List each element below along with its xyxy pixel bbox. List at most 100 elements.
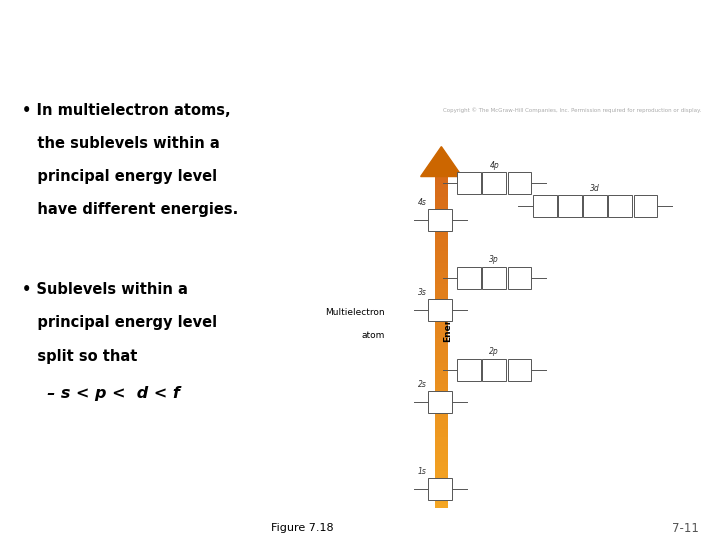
Bar [435,309,448,313]
Text: – s < p <  d < f: – s < p < d < f [36,386,180,401]
Bar [435,330,448,334]
Text: the sublevels within a: the sublevels within a [22,136,220,151]
Bar [428,478,452,501]
Bar [435,231,448,234]
Bar [435,313,448,318]
Bar [435,247,448,251]
Text: Energy: Energy [444,306,452,341]
Bar [435,380,448,383]
Bar [533,195,557,218]
Text: principal energy level: principal energy level [22,169,217,184]
Bar [435,189,448,193]
Text: principal energy level: principal energy level [22,315,217,330]
Text: atom: atom [362,331,385,340]
Bar [435,388,448,392]
Bar [435,495,448,500]
Bar [435,367,448,371]
Bar [435,500,448,504]
Bar [435,326,448,330]
Bar [435,239,448,243]
Bar [435,218,448,222]
Text: 3s: 3s [418,288,427,296]
Text: 1s: 1s [418,467,427,476]
Bar [435,421,448,425]
Bar [558,195,582,218]
Bar [435,276,448,280]
Bar [435,301,448,305]
Text: • Sublevels within a: • Sublevels within a [22,282,187,298]
Bar [457,267,481,289]
Bar [435,259,448,264]
Bar [435,462,448,467]
Text: Copyright © The McGraw-Hill Companies, Inc. Permission required for reproduction: Copyright © The McGraw-Hill Companies, I… [443,107,701,113]
Bar [435,417,448,421]
Bar [428,209,452,231]
Text: • In multielectron atoms,: • In multielectron atoms, [22,103,230,118]
Bar [435,334,448,338]
Bar [435,446,448,450]
Bar [435,450,448,454]
Bar [435,296,448,301]
Bar [482,172,506,194]
Bar [435,346,448,350]
Bar [435,243,448,247]
Bar [435,458,448,462]
Bar [435,305,448,309]
Bar [457,359,481,381]
Bar [435,396,448,400]
Bar [435,359,448,363]
Bar [634,195,657,218]
Bar [435,475,448,479]
Bar [508,267,531,289]
Bar [435,437,448,442]
Bar [435,504,448,508]
Bar [435,392,448,396]
Bar [435,268,448,272]
Bar [435,197,448,201]
Bar [435,350,448,355]
Bar [435,433,448,437]
Bar [435,491,448,495]
Bar [435,383,448,388]
Bar [435,404,448,408]
Bar [435,479,448,483]
Bar [435,363,448,367]
Bar [435,338,448,342]
Bar [435,214,448,218]
Bar [435,251,448,255]
Bar [435,177,448,181]
Text: 3p: 3p [490,255,499,264]
Text: 3d: 3d [590,184,600,193]
Bar [435,181,448,185]
Bar [435,201,448,206]
Bar [508,172,531,194]
Bar [435,342,448,346]
Bar [435,470,448,475]
Text: Figure 7.18: Figure 7.18 [271,523,333,534]
Bar [435,413,448,417]
Bar [435,371,448,375]
Text: 2s: 2s [418,380,427,389]
Text: 4p: 4p [490,160,499,170]
Bar [435,429,448,433]
Text: Multielectron: Multielectron [325,308,385,317]
Bar [435,280,448,284]
Text: have different energies.: have different energies. [22,202,238,217]
Bar [482,267,506,289]
Bar [435,226,448,231]
Bar [435,234,448,239]
Bar [435,193,448,197]
Bar [435,206,448,210]
Bar [435,210,448,214]
Bar [435,288,448,293]
Bar [508,359,531,381]
Bar [428,299,452,321]
Bar [435,454,448,458]
Bar [435,408,448,413]
Bar [608,195,632,218]
Text: split so that: split so that [22,349,137,363]
Bar [435,185,448,189]
Bar [428,391,452,413]
Bar [435,442,448,446]
Bar [435,321,448,326]
